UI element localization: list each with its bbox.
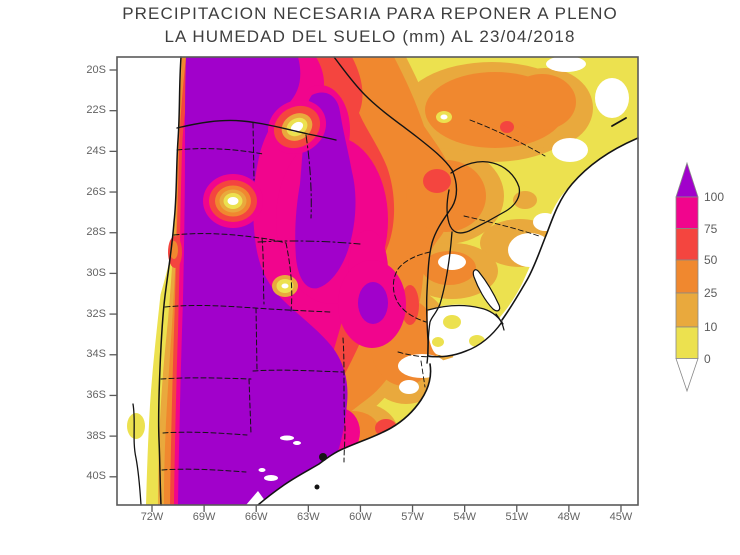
- lat-label-28S: 28S: [86, 226, 106, 239]
- colorbar-arrow-below-0: [675, 358, 699, 393]
- legend-label-10: 10: [704, 320, 718, 334]
- lat-label-20S: 20S: [86, 63, 106, 76]
- longitude-ticks: [151, 505, 622, 512]
- lat-label-40S: 40S: [86, 470, 106, 483]
- lon-label-63W: 63W: [297, 511, 320, 523]
- lon-label-51W: 51W: [505, 511, 529, 523]
- contour-field: [146, 57, 638, 505]
- lon-label-60W: 60W: [349, 511, 372, 523]
- colorbar-bin-0-10: [675, 326, 699, 359]
- contour-purple-main: [178, 57, 348, 505]
- coast-pacific: [132, 403, 142, 506]
- lat-label-36S: 36S: [86, 388, 106, 401]
- lat-label-30S: 30S: [86, 266, 106, 279]
- colorbar-bin-10-25: [675, 292, 699, 328]
- contour-purple-southeast: [358, 282, 388, 324]
- border-uruguay-brazil: [427, 304, 504, 325]
- coast-brazil: [501, 137, 639, 321]
- lon-label-72W: 72W: [140, 511, 164, 523]
- legend-label-0: 0: [704, 351, 711, 366]
- hotspot-paraguay-small: [436, 111, 452, 123]
- colorbar-bin-75-100: [675, 196, 699, 229]
- map-title-line1: PRECIPITACION NECESARIA PARA REPONER A P…: [122, 4, 618, 23]
- legend-label-75: 75: [704, 221, 718, 236]
- chile-mask: [117, 57, 182, 505]
- coast-spot-south: [314, 484, 320, 490]
- lon-label-57W: 57W: [401, 511, 424, 523]
- lon-label-48W: 48W: [557, 511, 581, 523]
- province-borders: [160, 119, 546, 473]
- river-uruguay: [427, 231, 453, 357]
- white-patches: [246, 56, 629, 505]
- legend-label-25: 25: [704, 286, 718, 300]
- lon-label-45W: 45W: [609, 511, 633, 523]
- lat-label-32S: 32S: [86, 307, 106, 320]
- lon-label-66W: 66W: [244, 511, 268, 523]
- hotspot-catamarca: [203, 174, 263, 228]
- bahia-blanca-inlet: [319, 453, 327, 461]
- lat-label-38S: 38S: [86, 429, 106, 442]
- coast-argentina: [257, 363, 432, 506]
- colorbar-arrow-over-100: [675, 161, 699, 198]
- colorbar: [675, 161, 699, 393]
- borders: [132, 56, 639, 506]
- hotspot-cordoba-small: [272, 275, 298, 297]
- border-chile-argentina: [157, 56, 182, 506]
- colorbar-bin-25-50: [675, 259, 699, 294]
- plot-frame: [109, 56, 639, 512]
- lon-label-54W: 54W: [453, 511, 476, 523]
- legend-label-100: 100: [704, 190, 725, 204]
- colorbar-bin-50-75: [675, 228, 699, 261]
- ocean: [258, 138, 638, 505]
- lat-label-22S: 22S: [86, 104, 106, 117]
- contour-orange-northeast-blobs: [327, 72, 576, 449]
- lagoon-mirim: [495, 313, 505, 331]
- lagoon-dos-patos: [472, 269, 501, 312]
- border-misiones: [446, 160, 521, 234]
- legend-label-50: 50: [704, 253, 718, 267]
- latitude-ticks: [109, 69, 117, 478]
- lat-label-24S: 24S: [86, 144, 106, 157]
- lon-label-69W: 69W: [192, 511, 216, 523]
- coast-santa-catarina: [611, 117, 627, 127]
- lat-label-26S: 26S: [86, 185, 106, 198]
- border-bolivia: [176, 119, 337, 141]
- province-borders-dashdot: [257, 134, 361, 245]
- lat-label-34S: 34S: [86, 348, 106, 361]
- border-pilcomayo-paraguay: [333, 56, 453, 171]
- coast-uruguay: [427, 321, 503, 358]
- map-title-line2: LA HUMEDAD DEL SUELO (mm) AL 23/04/2018: [164, 27, 576, 46]
